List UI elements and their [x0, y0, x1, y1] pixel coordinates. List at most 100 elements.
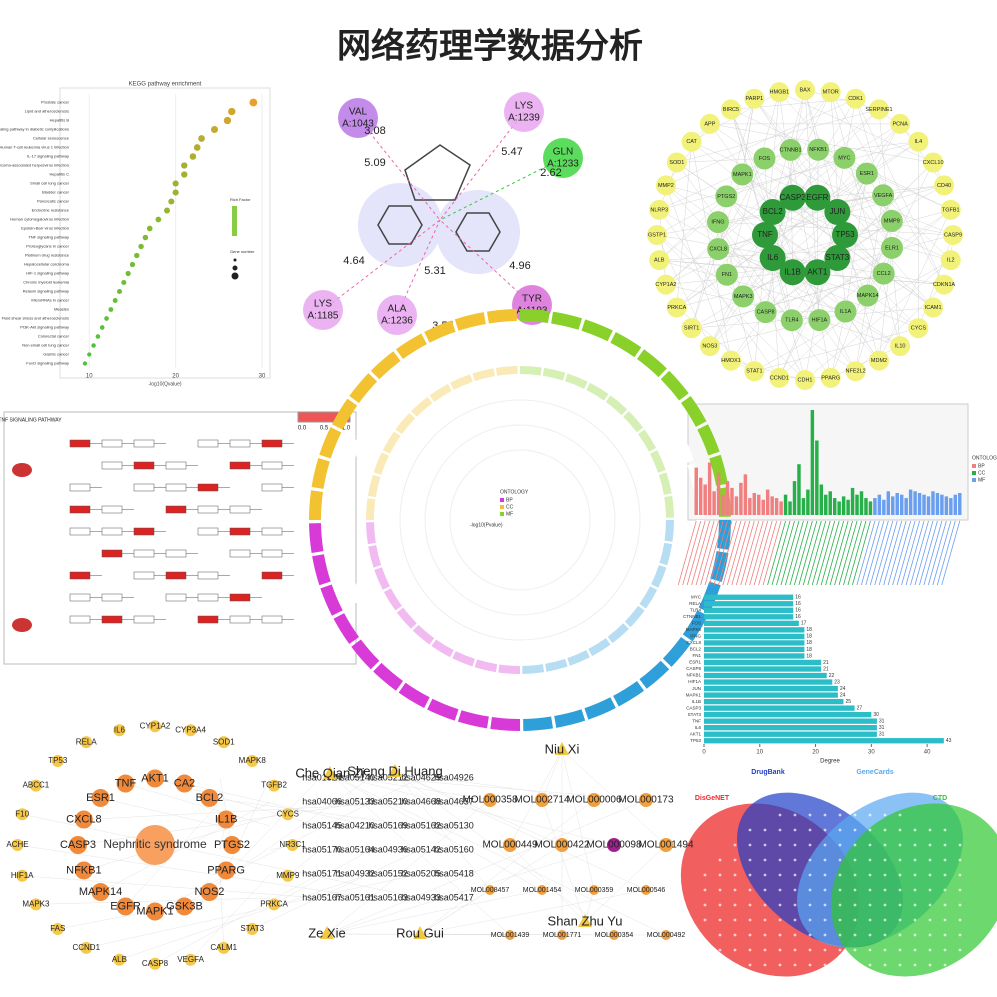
category-tick [896, 520, 916, 586]
node-label: MDM2 [871, 358, 887, 364]
venn-dot [928, 888, 932, 892]
edge [717, 222, 806, 381]
venn-dot [838, 918, 842, 922]
data-label: 16 [795, 595, 801, 601]
venn-dot [718, 858, 722, 862]
edge [726, 157, 845, 197]
ring-segment [680, 395, 707, 427]
bar [953, 494, 958, 515]
compound-node [485, 885, 495, 895]
gene-box [261, 483, 283, 492]
herb-label: Ze Xie [308, 925, 346, 940]
ring-segment [391, 646, 417, 669]
compound-label: MOL000546 [627, 887, 666, 894]
edge [804, 260, 951, 381]
y-tick-label: MicroRNAs in cancer [31, 298, 69, 303]
dot [228, 107, 236, 116]
gene-box [165, 483, 187, 492]
compound-label: MOL000449 [482, 840, 537, 851]
compound-label: MOL000422 [534, 840, 589, 851]
node [759, 245, 786, 272]
edge [804, 98, 856, 381]
node [769, 82, 790, 103]
node-label: CCND1 [770, 375, 789, 381]
compound-node [557, 930, 567, 940]
venn-dot [958, 903, 962, 907]
pathway-map-panel [3, 411, 357, 665]
venn-dot [928, 948, 932, 952]
venn-dot [838, 903, 842, 907]
y-tick-label: NFKB1 [686, 673, 701, 678]
node-label: CYCS [911, 326, 927, 332]
target-label: BCL2 [196, 792, 224, 804]
bar [694, 467, 698, 515]
target-node [281, 869, 294, 882]
venn-dot [748, 963, 752, 967]
category-tick [811, 520, 831, 586]
node [706, 211, 729, 234]
edge [676, 109, 880, 163]
bar [792, 481, 797, 515]
venn-dot [913, 888, 917, 892]
bar [931, 491, 935, 515]
venn-dot [823, 978, 827, 982]
venn-dot [853, 828, 857, 832]
node-label: GSTP1 [648, 232, 666, 238]
edge [394, 771, 595, 801]
scale-label: 0.5 [320, 426, 329, 432]
venn-dot [808, 873, 812, 877]
node [699, 113, 720, 134]
gene-box [165, 549, 187, 558]
node [715, 263, 738, 286]
ring-segment [424, 320, 456, 343]
y-tick-label: Cellular senescence [33, 136, 70, 141]
category-tick [807, 520, 827, 586]
pathway-label: hsa05142 [401, 844, 441, 854]
bar [837, 501, 841, 515]
y-tick-label: Platinum drug resistance [25, 253, 70, 258]
ring-segment [602, 662, 629, 683]
ring-segment [519, 366, 542, 376]
venn-dot [718, 948, 722, 952]
bar [806, 489, 810, 515]
edge [718, 158, 765, 250]
pathway-label: hsa05161 [335, 892, 375, 902]
dot [164, 207, 170, 214]
edge [899, 123, 945, 186]
node [655, 274, 676, 295]
ring-segment [523, 716, 554, 731]
category-tick [834, 520, 853, 586]
target-label: NR3C1 [279, 840, 306, 849]
category-tick [829, 520, 849, 586]
venn-dot [733, 843, 737, 847]
ring [377, 205, 423, 245]
venn-dot [928, 873, 932, 877]
venn-dot [793, 903, 797, 907]
venn-dot [763, 978, 767, 982]
node [880, 209, 903, 232]
category-tick [847, 520, 867, 586]
node [804, 184, 831, 211]
target-label: PPARG [207, 864, 245, 876]
bar [832, 498, 837, 515]
node-label: CDK1 [848, 96, 863, 102]
node-label: MAPK14 [857, 293, 879, 299]
category-tick [802, 520, 822, 586]
node-label: BIRC5 [723, 107, 739, 113]
node [943, 225, 963, 245]
venn-dot [808, 903, 812, 907]
category-tick [749, 520, 769, 586]
ring-segment [682, 610, 709, 642]
target-label: EGFR [110, 900, 141, 912]
ring-segment [338, 465, 352, 493]
venn-dot [718, 933, 722, 937]
node-label: CCL2 [877, 271, 891, 277]
dot [193, 144, 201, 151]
ring-segment [427, 698, 459, 721]
ring-segment [664, 519, 674, 542]
pathway-label: hsa05164 [335, 844, 375, 854]
dot [125, 270, 131, 277]
bar [877, 494, 882, 515]
residue-name: TYR [522, 294, 542, 305]
venn-dot [868, 903, 872, 907]
